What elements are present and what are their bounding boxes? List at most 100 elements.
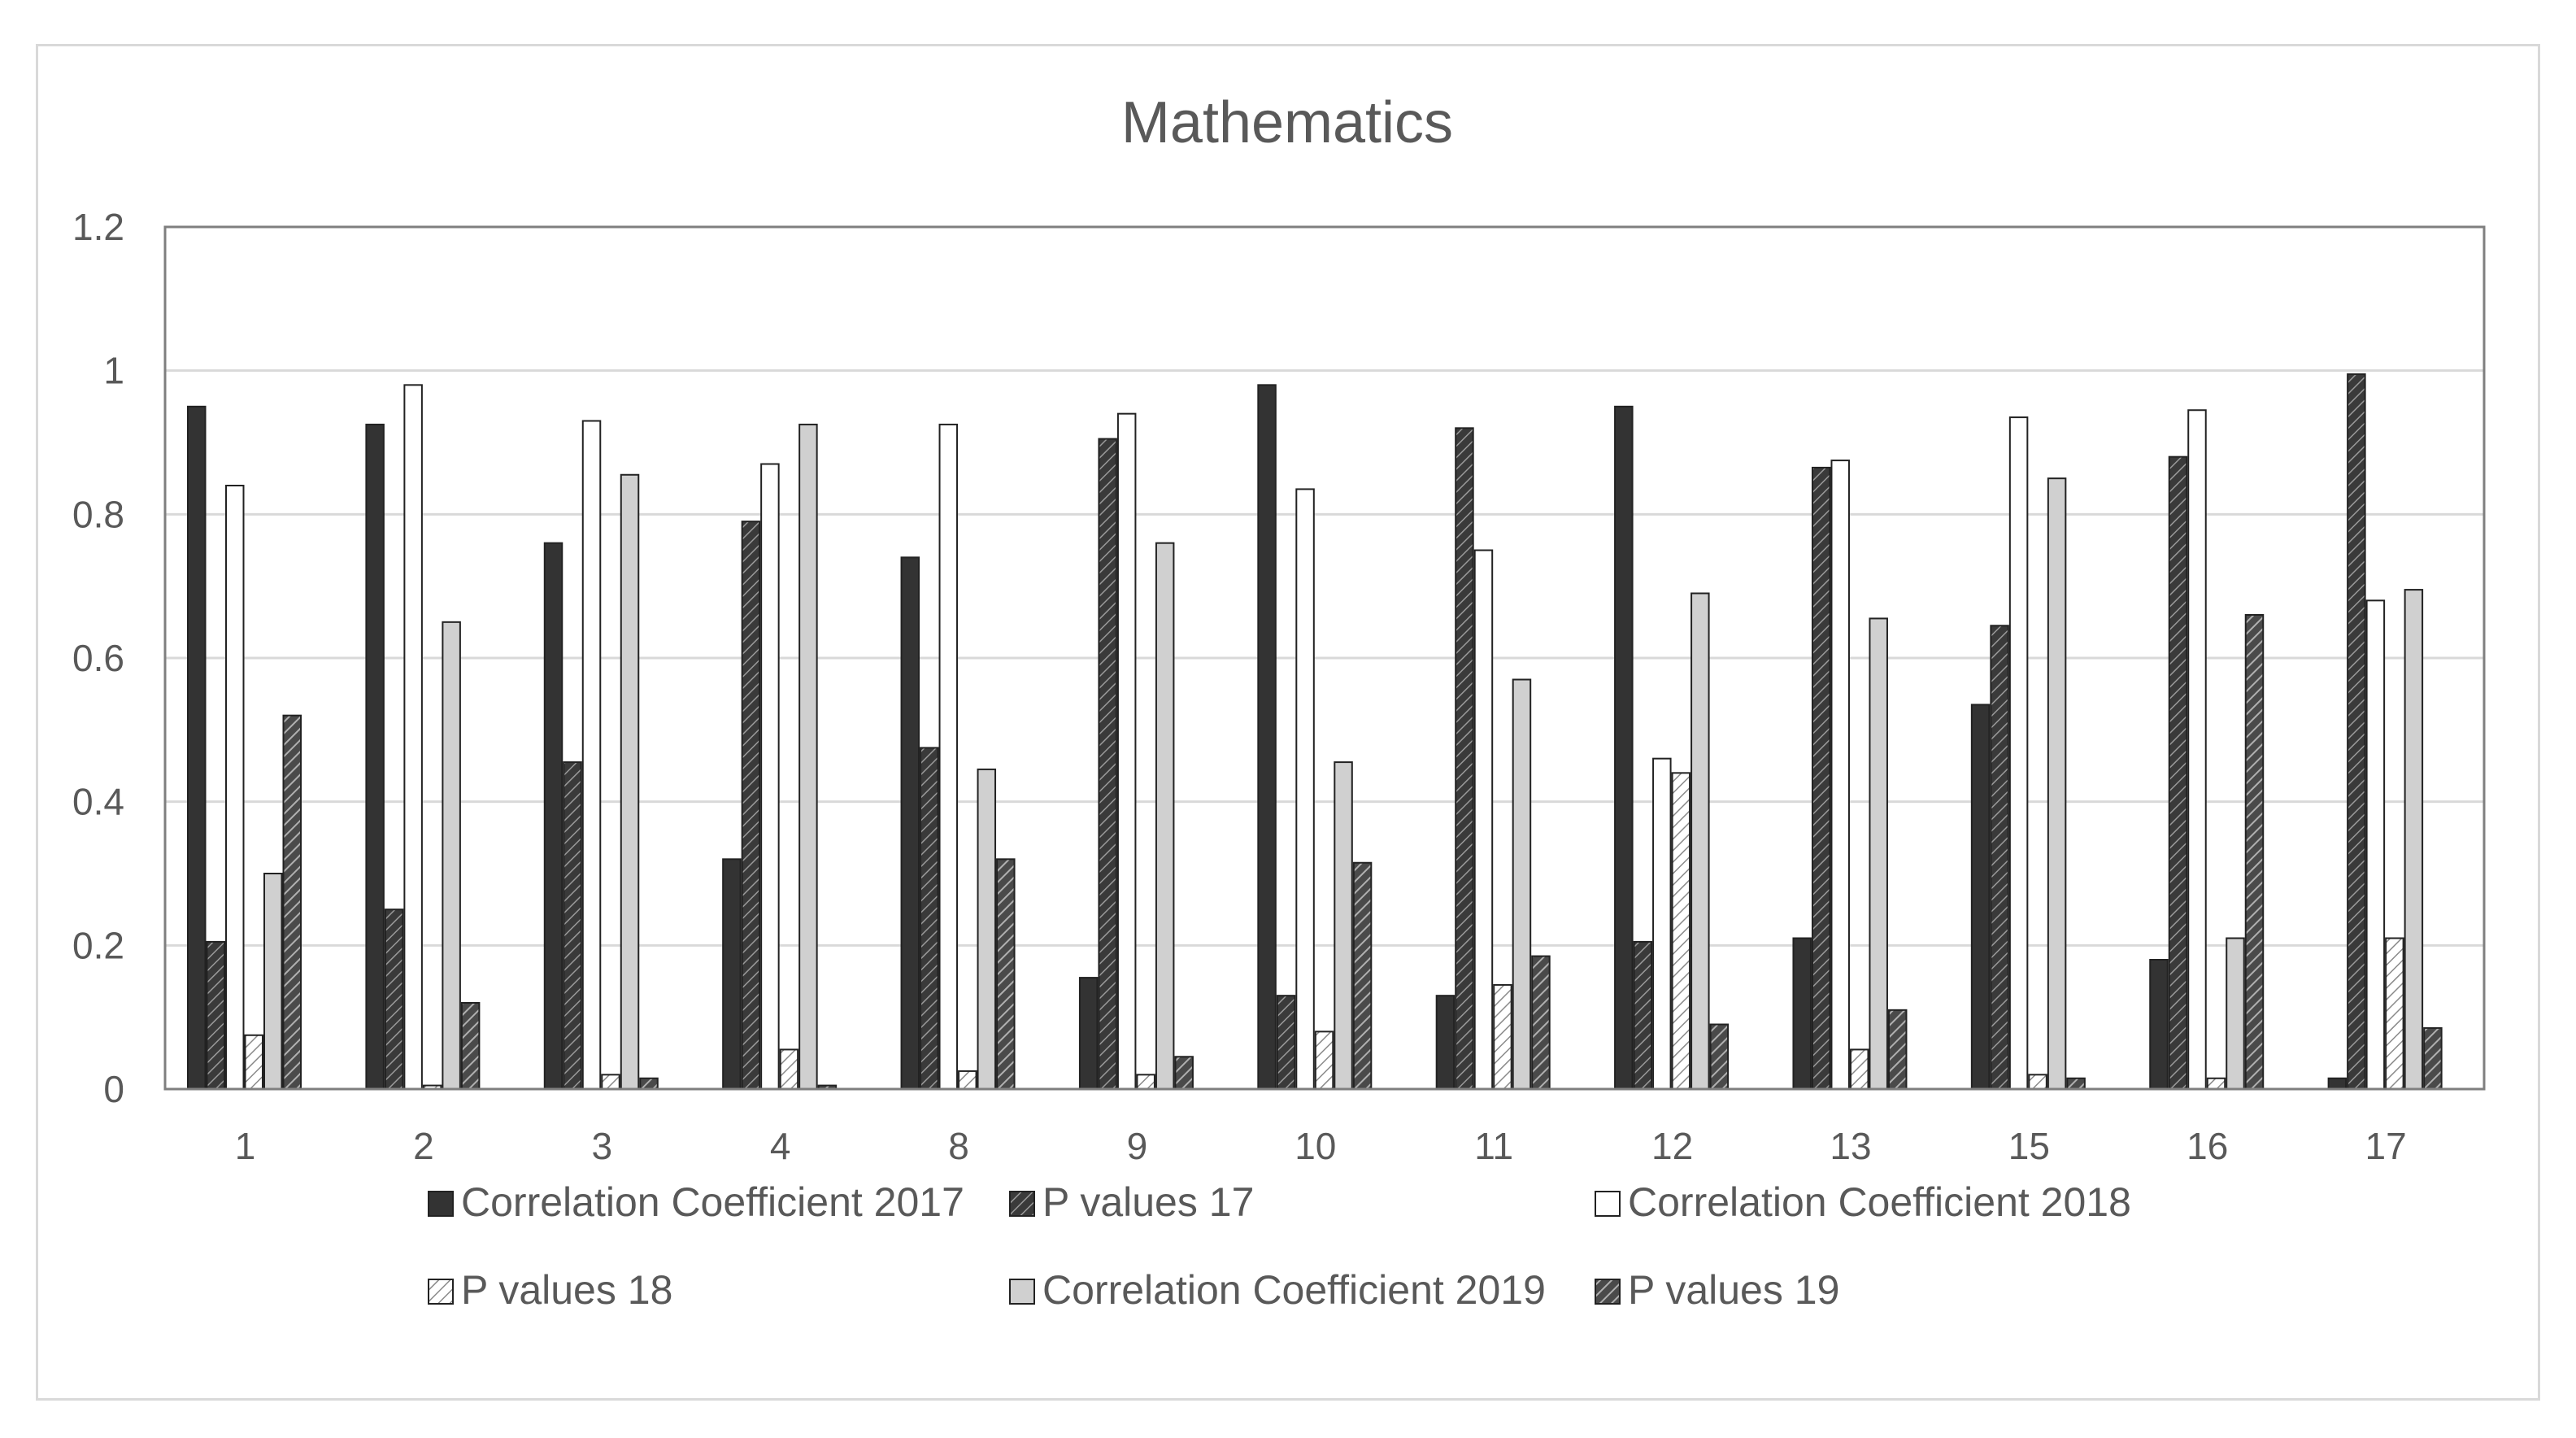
y-tick-label: 1.2 (72, 206, 124, 248)
chart-svg: Mathematics 00.20.40.60.811.2 1 2 3 4 8 9 10 11… (72, 90, 2486, 1313)
legend-swatch (428, 1191, 454, 1217)
bar-p-values-18 (779, 1048, 799, 1090)
x-tick-label: 16 (2187, 1125, 2228, 1167)
bar-correlation-coefficient-2019 (1690, 592, 1710, 1090)
bar-p-values-18 (1136, 1074, 1155, 1091)
bar-correlation-coefficient-2017 (1435, 995, 1456, 1090)
bar-correlation-coefficient-2017 (365, 423, 385, 1090)
bar-correlation-coefficient-2017 (543, 542, 564, 1090)
bar-p-values-19 (460, 1002, 481, 1090)
bar-p-values-19 (282, 714, 302, 1091)
x-tick-label: 15 (2008, 1125, 2050, 1167)
bar-correlation-coefficient-2018 (2008, 416, 2029, 1091)
bar-p-values-19 (1531, 955, 1551, 1091)
x-tick-label: 17 (2365, 1125, 2407, 1167)
legend-swatch (1009, 1279, 1035, 1305)
bar-p-values-18 (1849, 1048, 1869, 1090)
bar-correlation-coefficient-2019 (977, 768, 997, 1091)
bars (187, 373, 2443, 1091)
bar-correlation-coefficient-2019 (1334, 761, 1353, 1090)
bar-correlation-coefficient-2017 (187, 405, 207, 1091)
bar-p-values-19 (639, 1077, 659, 1090)
plot-border (163, 225, 2486, 1091)
bar-p-values-17 (1633, 940, 1653, 1090)
bar-p-values-17 (1811, 466, 1831, 1090)
bar-p-values-17 (1276, 995, 1296, 1090)
bar-correlation-coefficient-2017 (1257, 384, 1277, 1091)
legend-label: Correlation Coefficient 2017 (461, 1179, 964, 1225)
bar-p-values-19 (2066, 1077, 2086, 1090)
bar-p-values-17 (1455, 427, 1474, 1091)
x-tick-label: 4 (770, 1125, 791, 1167)
x-tick-label: 1 (235, 1125, 256, 1167)
bar-p-values-19 (996, 858, 1016, 1090)
x-tick-label: 8 (948, 1125, 969, 1167)
bar-correlation-coefficient-2017 (900, 556, 920, 1090)
legend-label: Correlation Coefficient 2019 (1042, 1267, 1546, 1313)
bar-correlation-coefficient-2018 (2187, 409, 2207, 1090)
legend-swatch (428, 1279, 454, 1305)
y-tick-label: 0.8 (72, 493, 124, 535)
legend: Correlation Coefficient 2017 P values 17 C… (428, 1179, 2131, 1313)
bar-correlation-coefficient-2018 (1652, 757, 1672, 1091)
bar-p-values-17 (920, 747, 939, 1091)
bar-correlation-coefficient-2019 (620, 473, 640, 1090)
x-tick-label: 10 (1295, 1125, 1336, 1167)
bar-correlation-coefficient-2018 (1295, 488, 1315, 1090)
x-tick-label: 9 (1127, 1125, 1148, 1167)
bar-p-values-18 (2385, 937, 2404, 1090)
bar-correlation-coefficient-2019 (1869, 617, 1888, 1090)
x-tick-label: 12 (1651, 1125, 1693, 1167)
bar-p-values-18 (958, 1070, 977, 1090)
bar-p-values-18 (1493, 983, 1512, 1090)
bar-correlation-coefficient-2018 (581, 420, 602, 1090)
bar-p-values-17 (2168, 455, 2188, 1090)
bar-p-values-17 (741, 521, 761, 1090)
chart-title: Mathematics (1121, 90, 1453, 155)
bar-p-values-17 (1098, 438, 1117, 1091)
bar-correlation-coefficient-2019 (2404, 589, 2424, 1090)
x-tick-label: 2 (413, 1125, 434, 1167)
x-tick-label: 13 (1830, 1125, 1871, 1167)
bar-p-values-17 (206, 940, 225, 1090)
bar-correlation-coefficient-2019 (2047, 477, 2067, 1090)
bar-correlation-coefficient-2019 (798, 423, 818, 1090)
bar-p-values-19 (2244, 614, 2265, 1090)
x-axis-ticks: 1 2 3 4 8 9 10 11 12 13 15 16 17 (235, 1125, 2407, 1167)
gridlines (165, 225, 2484, 1091)
y-tick-label: 0.4 (72, 781, 124, 823)
bar-p-values-18 (2206, 1077, 2226, 1090)
bar-correlation-coefficient-2017 (1078, 977, 1099, 1091)
x-tick-label: 3 (591, 1125, 612, 1167)
bar-p-values-17 (1990, 625, 2009, 1090)
bar-correlation-coefficient-2019 (1155, 542, 1175, 1090)
bar-p-values-18 (1314, 1031, 1334, 1091)
bar-p-values-19 (1352, 861, 1373, 1090)
bar-p-values-19 (1887, 1009, 1908, 1091)
y-axis-ticks: 0 0.2 0.4 0.6 0.8 1 1.2 (72, 206, 124, 1110)
bar-p-values-18 (1671, 772, 1691, 1090)
bar-p-values-17 (2347, 373, 2366, 1091)
legend-label: P values 18 (461, 1267, 672, 1313)
bar-correlation-coefficient-2017 (1970, 704, 1991, 1091)
bar-correlation-coefficient-2018 (1830, 460, 1850, 1091)
bar-correlation-coefficient-2017 (1614, 405, 1634, 1091)
y-tick-label: 0.6 (72, 637, 124, 679)
bar-correlation-coefficient-2018 (225, 485, 245, 1090)
bar-correlation-coefficient-2019 (442, 621, 461, 1090)
bar-correlation-coefficient-2018 (1473, 549, 1494, 1090)
chart-frame: Mathematics 0 0.2 0.4 0.6 0.8 1 1.2 1 2 3 4 8 9 10 11… (36, 44, 2540, 1401)
y-tick-label: 0 (103, 1068, 124, 1110)
legend-label: P values 19 (1628, 1267, 1839, 1313)
bar-correlation-coefficient-2017 (1792, 937, 1812, 1090)
bar-correlation-coefficient-2018 (760, 463, 780, 1090)
x-tick-label: 11 (1474, 1125, 1513, 1167)
legend-label: Correlation Coefficient 2018 (1628, 1179, 2131, 1225)
bar-correlation-coefficient-2019 (2226, 937, 2245, 1090)
bar-correlation-coefficient-2018 (1116, 412, 1137, 1090)
bar-correlation-coefficient-2017 (2149, 959, 2169, 1090)
bar-p-values-17 (384, 909, 404, 1090)
bar-correlation-coefficient-2017 (2327, 1077, 2348, 1090)
bar-correlation-coefficient-2017 (722, 858, 742, 1090)
legend-label: P values 17 (1042, 1179, 1254, 1225)
